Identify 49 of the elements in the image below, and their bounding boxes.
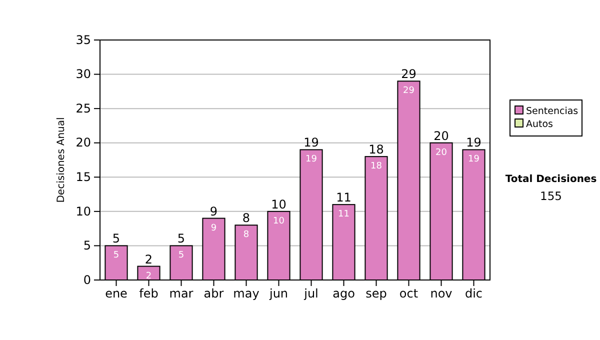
- y-tick-label: 25: [76, 101, 91, 116]
- x-tick-label: nov: [430, 286, 452, 301]
- total-label: 9: [210, 204, 218, 218]
- y-tick-label: 30: [76, 67, 91, 82]
- text: Total Decisiones: [505, 174, 597, 185]
- total-label: 20: [434, 128, 449, 143]
- y-tick-label: 5: [83, 238, 91, 253]
- total-label: 2: [144, 252, 153, 266]
- data-label: 19: [468, 154, 480, 165]
- data-label: 5: [113, 250, 120, 261]
- x-tick-label: ene: [105, 286, 128, 301]
- data-label: 9: [210, 223, 217, 234]
- legend-label: Sentencias: [526, 106, 578, 117]
- y-tick-label: 15: [76, 170, 91, 184]
- y-axis-title: Decisiones Anual: [56, 117, 67, 203]
- total-label: 19: [466, 136, 482, 150]
- x-tick-label: may: [233, 286, 260, 301]
- total-label: 5: [177, 232, 186, 246]
- y-tick-label: 20: [76, 136, 91, 150]
- legend-label: Autos: [526, 119, 554, 130]
- y-tick-label: 10: [76, 204, 91, 218]
- data-label: 20: [436, 148, 448, 158]
- total-label: 10: [271, 197, 286, 212]
- text: 155: [540, 189, 562, 203]
- y-tick-label: 35: [76, 32, 91, 47]
- total-label: 18: [368, 142, 384, 157]
- data-label: 11: [338, 210, 350, 220]
- total-label: 19: [304, 136, 319, 150]
- x-tick-label: sep: [366, 286, 387, 301]
- x-tick-label: jun: [268, 286, 288, 301]
- x-tick-label: abr: [204, 286, 224, 301]
- data-label: 10: [273, 216, 285, 226]
- data-label: 2: [146, 271, 152, 282]
- x-tick-label: feb: [139, 286, 158, 301]
- x-tick-label: ago: [332, 286, 355, 301]
- x-tick-label: mar: [169, 286, 194, 301]
- x-tick-label: jul: [303, 286, 318, 301]
- y-tick-label: 0: [83, 272, 91, 287]
- total-label: 29: [401, 67, 416, 82]
- total-label: 11: [336, 190, 352, 205]
- data-label: 8: [243, 230, 250, 240]
- data-label: 29: [403, 86, 415, 96]
- data-label: 18: [370, 162, 382, 172]
- total-label: 8: [242, 211, 250, 226]
- x-tick-label: oct: [399, 286, 418, 301]
- data-label: 5: [178, 250, 184, 261]
- total-label: 5: [112, 232, 120, 246]
- x-tick-label: dic: [464, 286, 483, 301]
- data-label: 19: [306, 154, 318, 165]
